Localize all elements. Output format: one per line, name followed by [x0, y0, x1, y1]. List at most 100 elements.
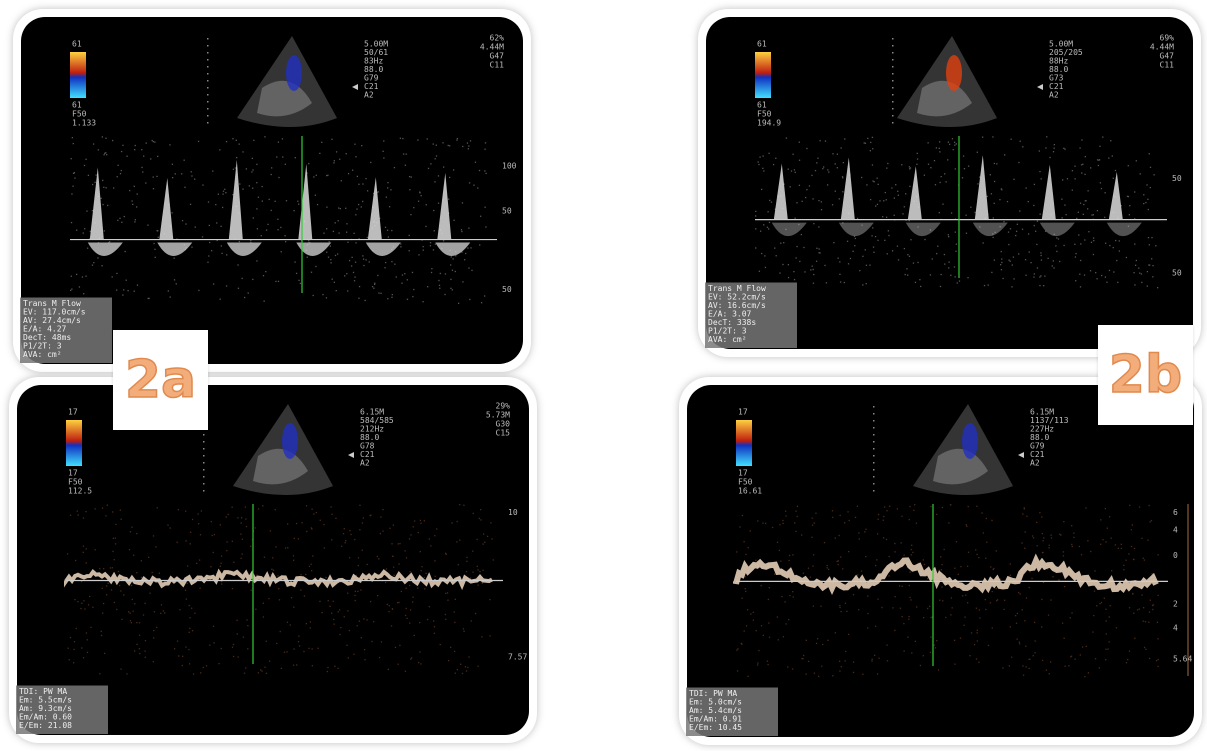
- speckle: [461, 231, 462, 232]
- speckle: [349, 260, 350, 261]
- speckle: [130, 612, 131, 613]
- speckle: [993, 568, 994, 569]
- speckle: [295, 157, 296, 158]
- speckle: [815, 170, 816, 171]
- speckle: [457, 138, 458, 139]
- speckle: [1152, 265, 1153, 266]
- speckle: [448, 660, 449, 661]
- speckle: [875, 626, 876, 627]
- speckle: [768, 153, 769, 154]
- speckle: [134, 603, 135, 604]
- speckle: [866, 184, 867, 185]
- speckle: [1105, 541, 1106, 542]
- speckle: [1090, 551, 1091, 552]
- speckle: [378, 191, 379, 192]
- speckle: [336, 151, 337, 152]
- speckle: [422, 301, 423, 302]
- speckle: [105, 152, 106, 153]
- speckle: [875, 205, 876, 206]
- speckle: [1101, 188, 1102, 189]
- speckle: [450, 647, 451, 648]
- speckle: [1149, 153, 1150, 154]
- speckle: [445, 614, 446, 615]
- speckle: [233, 562, 234, 563]
- speckle: [266, 229, 267, 230]
- speckle: [333, 624, 334, 625]
- speckle: [773, 164, 774, 165]
- speckle: [360, 589, 361, 590]
- speckle: [409, 585, 410, 586]
- speckle: [1030, 262, 1031, 263]
- speckle: [1092, 631, 1093, 632]
- color-flow: [946, 55, 962, 91]
- speckle: [241, 517, 242, 518]
- speckle: [250, 546, 251, 547]
- speckle: [1016, 623, 1017, 624]
- speckle: [745, 554, 746, 555]
- speckle: [84, 165, 85, 166]
- speckle: [875, 565, 876, 566]
- speckle: [977, 640, 978, 641]
- speckle: [1055, 245, 1056, 246]
- speckle: [378, 292, 379, 293]
- speckle: [190, 532, 191, 533]
- speckle: [120, 668, 121, 669]
- speckle: [470, 140, 471, 141]
- speckle: [190, 543, 191, 544]
- speckle: [282, 138, 283, 139]
- speckle: [123, 289, 124, 290]
- speckle: [221, 563, 222, 564]
- speckle: [451, 256, 452, 257]
- speckle: [889, 556, 890, 557]
- depth-dot: [203, 469, 205, 471]
- speckle: [189, 663, 190, 664]
- speckle: [832, 204, 833, 205]
- speckle: [867, 613, 868, 614]
- speckle: [910, 239, 911, 240]
- speckle: [284, 235, 285, 236]
- speckle: [858, 532, 859, 533]
- speckle: [153, 630, 154, 631]
- speckle: [1060, 534, 1061, 535]
- speckle: [1048, 547, 1049, 548]
- speckle: [1109, 616, 1110, 617]
- speckle: [154, 611, 155, 612]
- speckle: [924, 175, 925, 176]
- speckle: [1113, 271, 1114, 272]
- speckle: [420, 520, 421, 521]
- speckle: [220, 566, 221, 567]
- speckle: [827, 640, 828, 641]
- speckle: [211, 521, 212, 522]
- speckle: [382, 509, 383, 510]
- speckle: [1001, 269, 1002, 270]
- speckle: [221, 253, 222, 254]
- speckle: [398, 543, 399, 544]
- speckle: [962, 177, 963, 178]
- speckle: [298, 280, 299, 281]
- speckle: [262, 505, 263, 506]
- speckle: [280, 631, 281, 632]
- speckle: [235, 167, 236, 168]
- speckle: [1024, 620, 1025, 621]
- speckle: [176, 283, 177, 284]
- speckle: [1074, 166, 1075, 167]
- speckle: [1149, 658, 1150, 659]
- speckle: [121, 619, 122, 620]
- speckle: [252, 279, 253, 280]
- speckle: [387, 187, 388, 188]
- speckle: [92, 210, 93, 211]
- speckle: [157, 230, 158, 231]
- speckle: [371, 641, 372, 642]
- speckle: [1001, 188, 1002, 189]
- speckle: [147, 224, 148, 225]
- speckle: [886, 167, 887, 168]
- speckle: [436, 145, 437, 146]
- speckle: [898, 195, 899, 196]
- scale-label: 2: [1173, 599, 1178, 608]
- speckle: [1094, 590, 1095, 591]
- speckle: [942, 507, 943, 508]
- speckle: [315, 266, 316, 267]
- speckle: [421, 570, 422, 571]
- speckle: [391, 625, 392, 626]
- speckle: [1016, 231, 1017, 232]
